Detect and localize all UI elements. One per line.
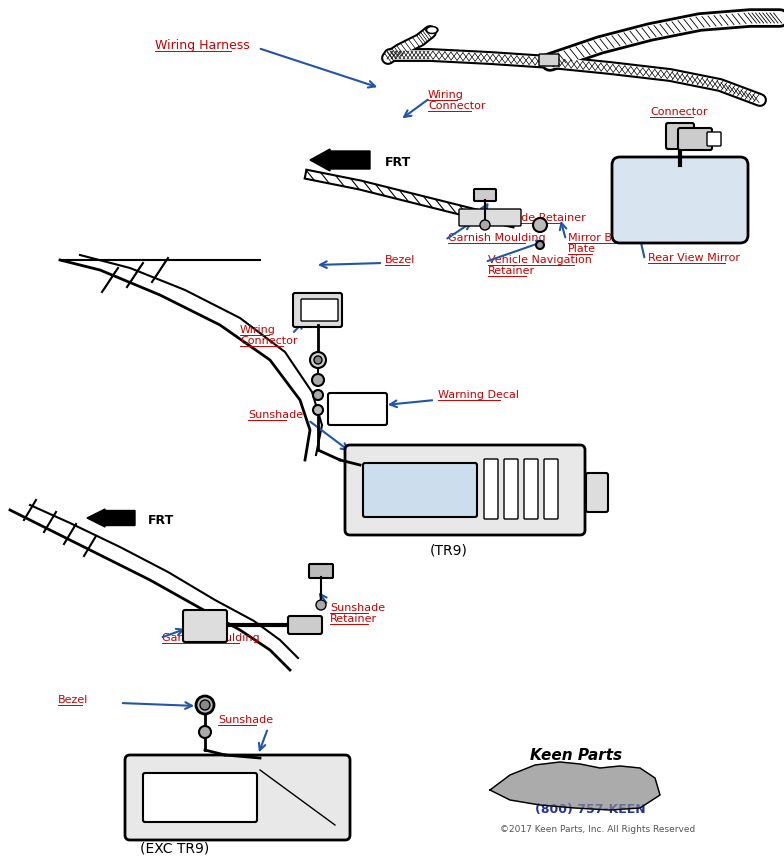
Text: (EXC TR9): (EXC TR9)	[140, 841, 209, 855]
FancyBboxPatch shape	[484, 459, 498, 519]
FancyBboxPatch shape	[666, 123, 694, 149]
Circle shape	[533, 218, 547, 232]
Text: FRT: FRT	[148, 513, 174, 526]
FancyBboxPatch shape	[143, 773, 257, 822]
Text: Keen Parts: Keen Parts	[530, 747, 622, 763]
Text: Sunshade: Sunshade	[218, 715, 273, 725]
FancyBboxPatch shape	[612, 157, 748, 243]
FancyBboxPatch shape	[309, 564, 333, 578]
Text: Bezel: Bezel	[385, 255, 416, 265]
Circle shape	[314, 356, 322, 364]
Text: Connector: Connector	[428, 101, 485, 111]
FancyBboxPatch shape	[125, 755, 350, 840]
FancyBboxPatch shape	[345, 445, 585, 535]
Text: Sunshade Retainer: Sunshade Retainer	[480, 213, 586, 223]
Circle shape	[310, 352, 326, 368]
Text: Plate: Plate	[568, 245, 596, 254]
Text: Rear View Mirror: Rear View Mirror	[648, 253, 740, 263]
Circle shape	[196, 696, 214, 714]
Text: Garnish Moulding: Garnish Moulding	[448, 233, 546, 243]
FancyBboxPatch shape	[459, 209, 521, 226]
Circle shape	[313, 390, 323, 400]
Text: Wiring Harness: Wiring Harness	[155, 39, 250, 52]
Text: Warning Decal: Warning Decal	[438, 390, 519, 400]
FancyBboxPatch shape	[524, 459, 538, 519]
FancyBboxPatch shape	[363, 463, 477, 517]
FancyBboxPatch shape	[328, 393, 387, 425]
FancyBboxPatch shape	[301, 299, 338, 321]
Text: Wiring: Wiring	[240, 325, 276, 335]
Circle shape	[480, 220, 490, 230]
FancyBboxPatch shape	[707, 132, 721, 146]
FancyArrow shape	[310, 149, 370, 171]
Text: Sunshade: Sunshade	[248, 410, 303, 420]
Circle shape	[200, 700, 210, 710]
FancyBboxPatch shape	[678, 128, 712, 150]
FancyBboxPatch shape	[474, 189, 496, 201]
Text: Vehicle Navigation: Vehicle Navigation	[488, 255, 592, 265]
Circle shape	[312, 374, 324, 386]
Circle shape	[316, 600, 326, 610]
Ellipse shape	[428, 28, 436, 32]
FancyBboxPatch shape	[586, 473, 608, 512]
Text: (TR9): (TR9)	[430, 543, 468, 557]
Circle shape	[313, 405, 323, 415]
Text: FRT: FRT	[385, 156, 412, 168]
Text: ©2017 Keen Parts, Inc. All Rights Reserved: ©2017 Keen Parts, Inc. All Rights Reserv…	[500, 825, 695, 835]
FancyBboxPatch shape	[183, 610, 227, 642]
Ellipse shape	[426, 27, 438, 34]
Text: Connector: Connector	[650, 107, 707, 117]
FancyBboxPatch shape	[293, 293, 342, 327]
FancyBboxPatch shape	[504, 459, 518, 519]
FancyBboxPatch shape	[544, 459, 558, 519]
FancyBboxPatch shape	[288, 616, 322, 634]
Text: Mirror Bracket: Mirror Bracket	[568, 233, 647, 243]
Text: Wiring: Wiring	[428, 90, 464, 100]
Text: Sunshade: Sunshade	[330, 603, 385, 613]
Text: Retainer: Retainer	[488, 266, 535, 276]
Text: Connector: Connector	[240, 336, 297, 346]
FancyArrow shape	[87, 509, 135, 527]
Text: (800) 757-KEEN: (800) 757-KEEN	[535, 804, 646, 816]
Text: Garnish Moulding: Garnish Moulding	[162, 633, 260, 643]
Circle shape	[536, 241, 544, 249]
Polygon shape	[490, 762, 660, 810]
Text: Bezel: Bezel	[58, 695, 89, 705]
Circle shape	[199, 726, 211, 738]
FancyBboxPatch shape	[539, 54, 559, 66]
Text: Retainer: Retainer	[330, 614, 377, 624]
